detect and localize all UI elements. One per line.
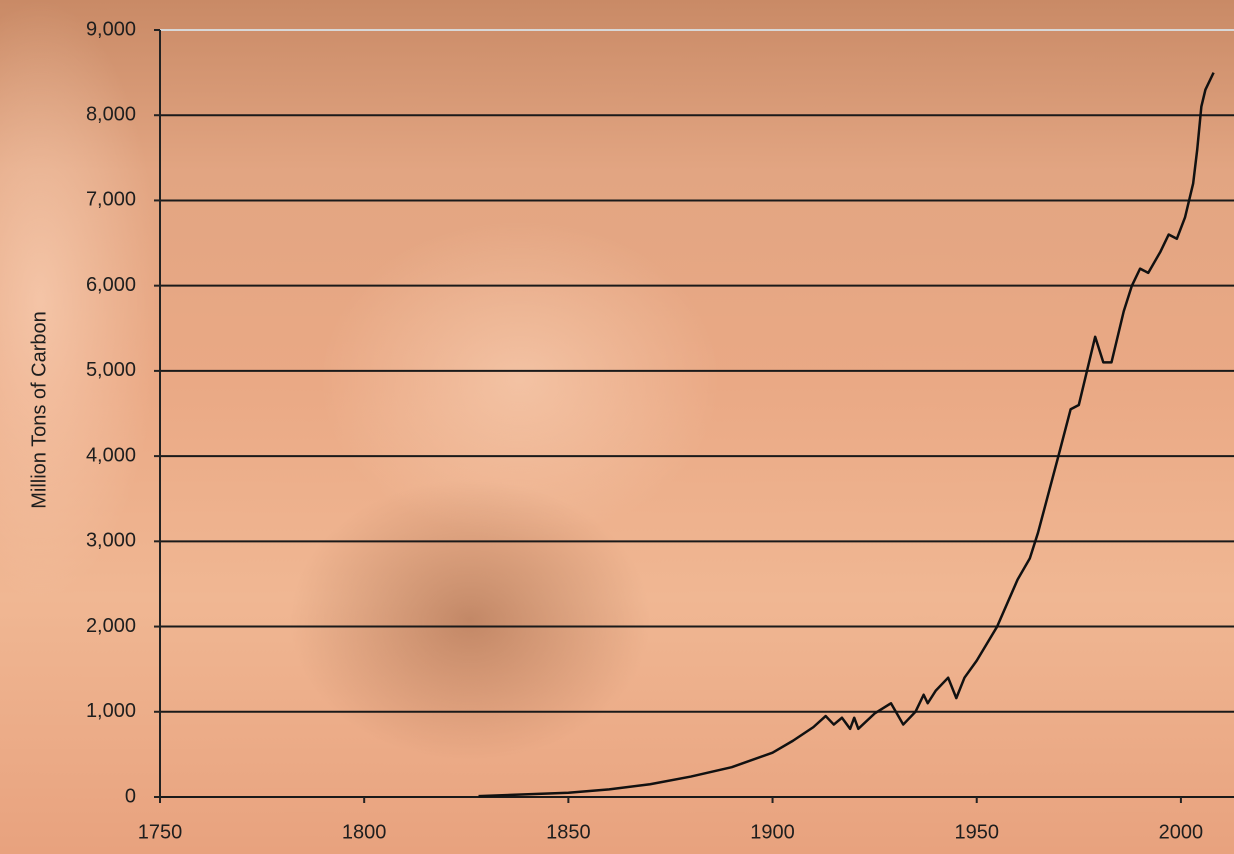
y-tick-label: 8,000 — [86, 104, 136, 126]
y-tick-label: 1,000 — [86, 700, 136, 722]
y-tick-label: 2,000 — [86, 615, 136, 637]
data-line — [478, 72, 1215, 798]
y-tick-label: 5,000 — [86, 359, 136, 381]
y-tick-label: 0 — [125, 785, 136, 807]
x-tick-label: 1900 — [750, 821, 795, 843]
x-tick-label: 1850 — [546, 821, 591, 843]
x-tick-label: 2000 — [1159, 821, 1204, 843]
y-tick-label: 3,000 — [86, 530, 136, 552]
y-tick-label: 9,000 — [86, 18, 136, 40]
y-tick-label: 6,000 — [86, 274, 136, 296]
y-axis-label: Million Tons of Carbon — [28, 311, 50, 509]
y-tick-label: 7,000 — [86, 189, 136, 211]
x-tick-label: 1750 — [138, 821, 183, 843]
x-tick-label: 1950 — [954, 821, 999, 843]
x-tick-label: 1800 — [342, 821, 387, 843]
y-tick-label: 4,000 — [86, 444, 136, 466]
